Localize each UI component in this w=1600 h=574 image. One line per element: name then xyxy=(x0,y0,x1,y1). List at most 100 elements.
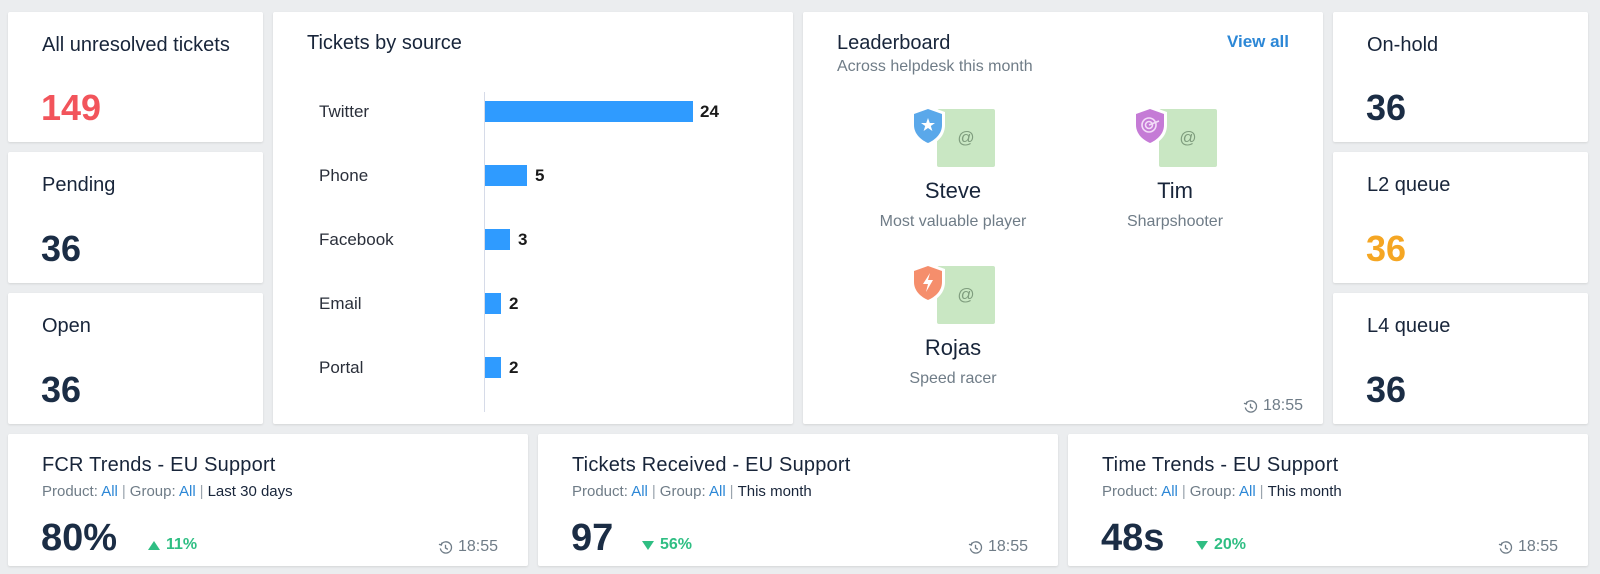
stat-card-on-hold[interactable]: On-hold 36 xyxy=(1333,12,1588,142)
bar[interactable] xyxy=(485,357,501,378)
trend-value: 48s xyxy=(1101,517,1165,559)
group-filter-link[interactable]: All xyxy=(709,483,726,500)
player-name: Rojas xyxy=(924,335,982,360)
timestamp-text: 18:55 xyxy=(457,538,498,555)
timestamp-text: 18:55 xyxy=(1262,397,1303,414)
trend-card-fcr[interactable]: FCR Trends - EU Support Product: All | Gro… xyxy=(8,434,528,566)
bar-label: Twitter xyxy=(319,102,370,121)
timestamp-text: 18:55 xyxy=(987,538,1028,555)
timestamp-text: 18:55 xyxy=(1517,538,1558,555)
leaderboard-player-tim[interactable]: @ Tim Sharpshooter xyxy=(1070,106,1280,231)
delta-text: 20% xyxy=(1214,536,1247,553)
stat-value: 36 xyxy=(41,369,82,410)
bar-label: Phone xyxy=(319,166,369,185)
bar-value: 5 xyxy=(535,166,545,185)
bar-value: 2 xyxy=(509,358,519,377)
stat-label: L2 queue xyxy=(1367,174,1451,196)
bar[interactable] xyxy=(485,165,527,186)
stat-card-open[interactable]: Open 36 xyxy=(8,293,263,424)
bar-label: Facebook xyxy=(319,230,394,249)
player-title: Most valuable player xyxy=(879,213,1027,230)
trend-card-time[interactable]: Time Trends - EU Support Product: All | Gr… xyxy=(1068,434,1588,566)
bar-row-twitter[interactable]: Twitter 24 xyxy=(273,101,793,123)
bar-row-portal[interactable]: Portal 2 xyxy=(273,357,793,379)
trend-value: 80% xyxy=(41,517,118,559)
period-label: Last 30 days xyxy=(207,483,293,500)
period-label: This month xyxy=(1267,483,1342,500)
history-clock-icon xyxy=(438,540,453,554)
stat-label: L4 queue xyxy=(1367,315,1451,337)
avatar: @ xyxy=(937,109,995,167)
chart-axis xyxy=(484,92,485,412)
group-filter-label: Group: xyxy=(659,483,706,500)
avatar: @ xyxy=(1159,109,1217,167)
bar-row-email[interactable]: Email 2 xyxy=(273,293,793,315)
period-label: This month xyxy=(737,483,812,500)
divider: | xyxy=(199,483,204,500)
stat-value: 36 xyxy=(1366,228,1407,269)
divider: | xyxy=(1259,483,1264,500)
player-name: Steve xyxy=(924,178,982,203)
bar-label: Portal xyxy=(319,358,364,377)
delta-text: 56% xyxy=(660,536,693,553)
stat-card-all-unresolved[interactable]: All unresolved tickets 149 xyxy=(8,12,263,142)
stat-label: All unresolved tickets xyxy=(42,34,230,56)
tickets-by-source-card: Tickets by source Twitter 24 Phone 5 Fac… xyxy=(273,12,793,424)
history-clock-icon xyxy=(968,540,983,554)
product-filter-link[interactable]: All xyxy=(631,483,648,500)
trend-title: FCR Trends - EU Support xyxy=(42,454,276,476)
lightning-icon xyxy=(911,263,945,303)
product-filter-label: Product: xyxy=(572,483,628,500)
divider: | xyxy=(121,483,126,500)
stat-value: 36 xyxy=(41,228,82,269)
leaderboard-card: Leaderboard Across helpdesk this month V… xyxy=(803,12,1323,424)
divider: | xyxy=(651,483,656,500)
bar[interactable] xyxy=(485,101,693,122)
history-clock-icon xyxy=(1243,399,1258,413)
bar[interactable] xyxy=(485,229,510,250)
bar-row-phone[interactable]: Phone 5 xyxy=(273,165,793,187)
leaderboard-player-rojas[interactable]: @ Rojas Speed racer xyxy=(848,263,1058,388)
avatar: @ xyxy=(937,266,995,324)
bar-row-facebook[interactable]: Facebook 3 xyxy=(273,229,793,251)
divider: | xyxy=(729,483,734,500)
trend-title: Time Trends - EU Support xyxy=(1102,454,1339,476)
group-filter-link[interactable]: All xyxy=(179,483,196,500)
leaderboard-timestamp: 18:55 xyxy=(1243,397,1303,415)
trend-delta: 20% xyxy=(1196,536,1246,554)
bar-value: 24 xyxy=(700,102,719,121)
trend-delta: 11% xyxy=(148,536,197,554)
stat-value: 36 xyxy=(1366,369,1407,410)
arrow-down-icon xyxy=(1196,540,1208,550)
arrow-down-icon xyxy=(642,540,654,550)
delta-text: 11% xyxy=(166,536,198,553)
bar-label: Email xyxy=(319,294,362,313)
bar[interactable] xyxy=(485,293,501,314)
leaderboard-player-steve[interactable]: @ Steve Most valuable player xyxy=(848,106,1058,231)
trend-timestamp: 18:55 xyxy=(438,538,498,556)
stat-card-pending[interactable]: Pending 36 xyxy=(8,152,263,283)
arrow-up-icon xyxy=(148,540,160,550)
product-filter-link[interactable]: All xyxy=(1161,483,1178,500)
stat-card-l4-queue[interactable]: L4 queue 36 xyxy=(1333,293,1588,424)
group-filter-link[interactable]: All xyxy=(1239,483,1256,500)
bar-value: 3 xyxy=(518,230,528,249)
stat-card-l2-queue[interactable]: L2 queue 36 xyxy=(1333,152,1588,283)
divider: | xyxy=(1181,483,1186,500)
view-all-link[interactable]: View all xyxy=(1226,32,1289,51)
star-icon xyxy=(911,106,945,146)
target-icon xyxy=(1133,106,1167,146)
stat-value: 149 xyxy=(41,87,102,128)
trend-value: 97 xyxy=(571,517,614,559)
player-title: Speed racer xyxy=(909,370,997,387)
trend-filters: Product: All | Group: All | This month xyxy=(572,483,812,500)
trend-delta: 56% xyxy=(642,536,692,554)
group-filter-label: Group: xyxy=(1189,483,1236,500)
product-filter-link[interactable]: All xyxy=(101,483,118,500)
stat-label: On-hold xyxy=(1367,34,1439,56)
stat-label: Pending xyxy=(42,174,116,196)
chart-title: Tickets by source xyxy=(307,32,462,54)
trend-timestamp: 18:55 xyxy=(968,538,1028,556)
trend-card-tickets-received[interactable]: Tickets Received - EU Support Product: A… xyxy=(538,434,1058,566)
stat-label: Open xyxy=(42,315,91,337)
